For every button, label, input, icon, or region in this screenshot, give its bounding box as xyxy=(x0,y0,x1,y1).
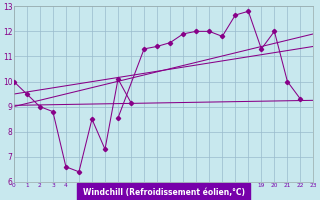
X-axis label: Windchill (Refroidissement éolien,°C): Windchill (Refroidissement éolien,°C) xyxy=(83,188,244,197)
